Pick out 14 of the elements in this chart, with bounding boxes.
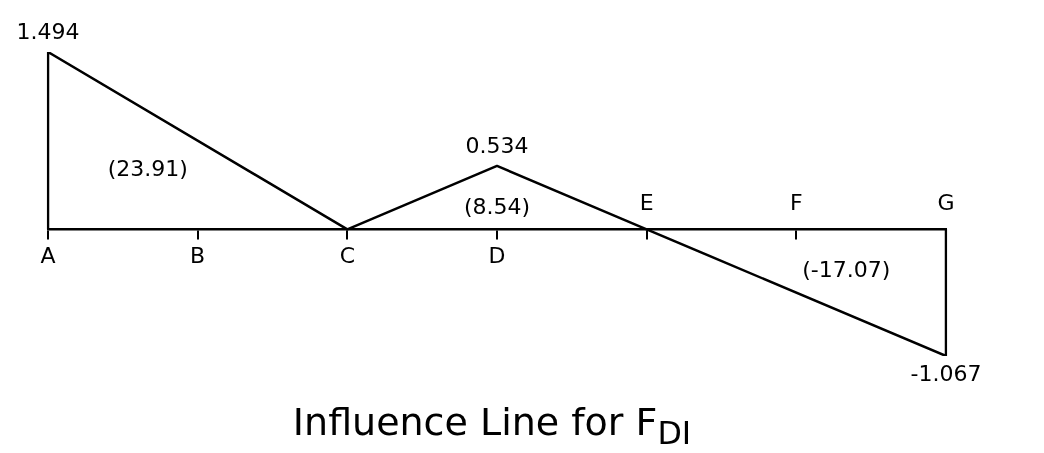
- x-tick-label: F: [790, 190, 803, 216]
- data-label: -1.067: [910, 360, 982, 386]
- x-tick-label: D: [488, 243, 506, 269]
- x-tick-label: A: [40, 243, 56, 269]
- x-tick-label: B: [190, 243, 206, 269]
- data-label: 1.494: [16, 18, 80, 44]
- x-tick-label: E: [639, 190, 654, 216]
- x-tick-label: C: [339, 243, 356, 269]
- annotation: (8.54): [463, 193, 531, 219]
- x-tick-label: G: [937, 190, 955, 216]
- annotation: (-17.07): [802, 257, 891, 283]
- annotation: (23.91): [107, 155, 188, 181]
- text: Influence Line for F$_{DI}$: [291, 400, 693, 451]
- data-label: 0.534: [465, 132, 529, 158]
